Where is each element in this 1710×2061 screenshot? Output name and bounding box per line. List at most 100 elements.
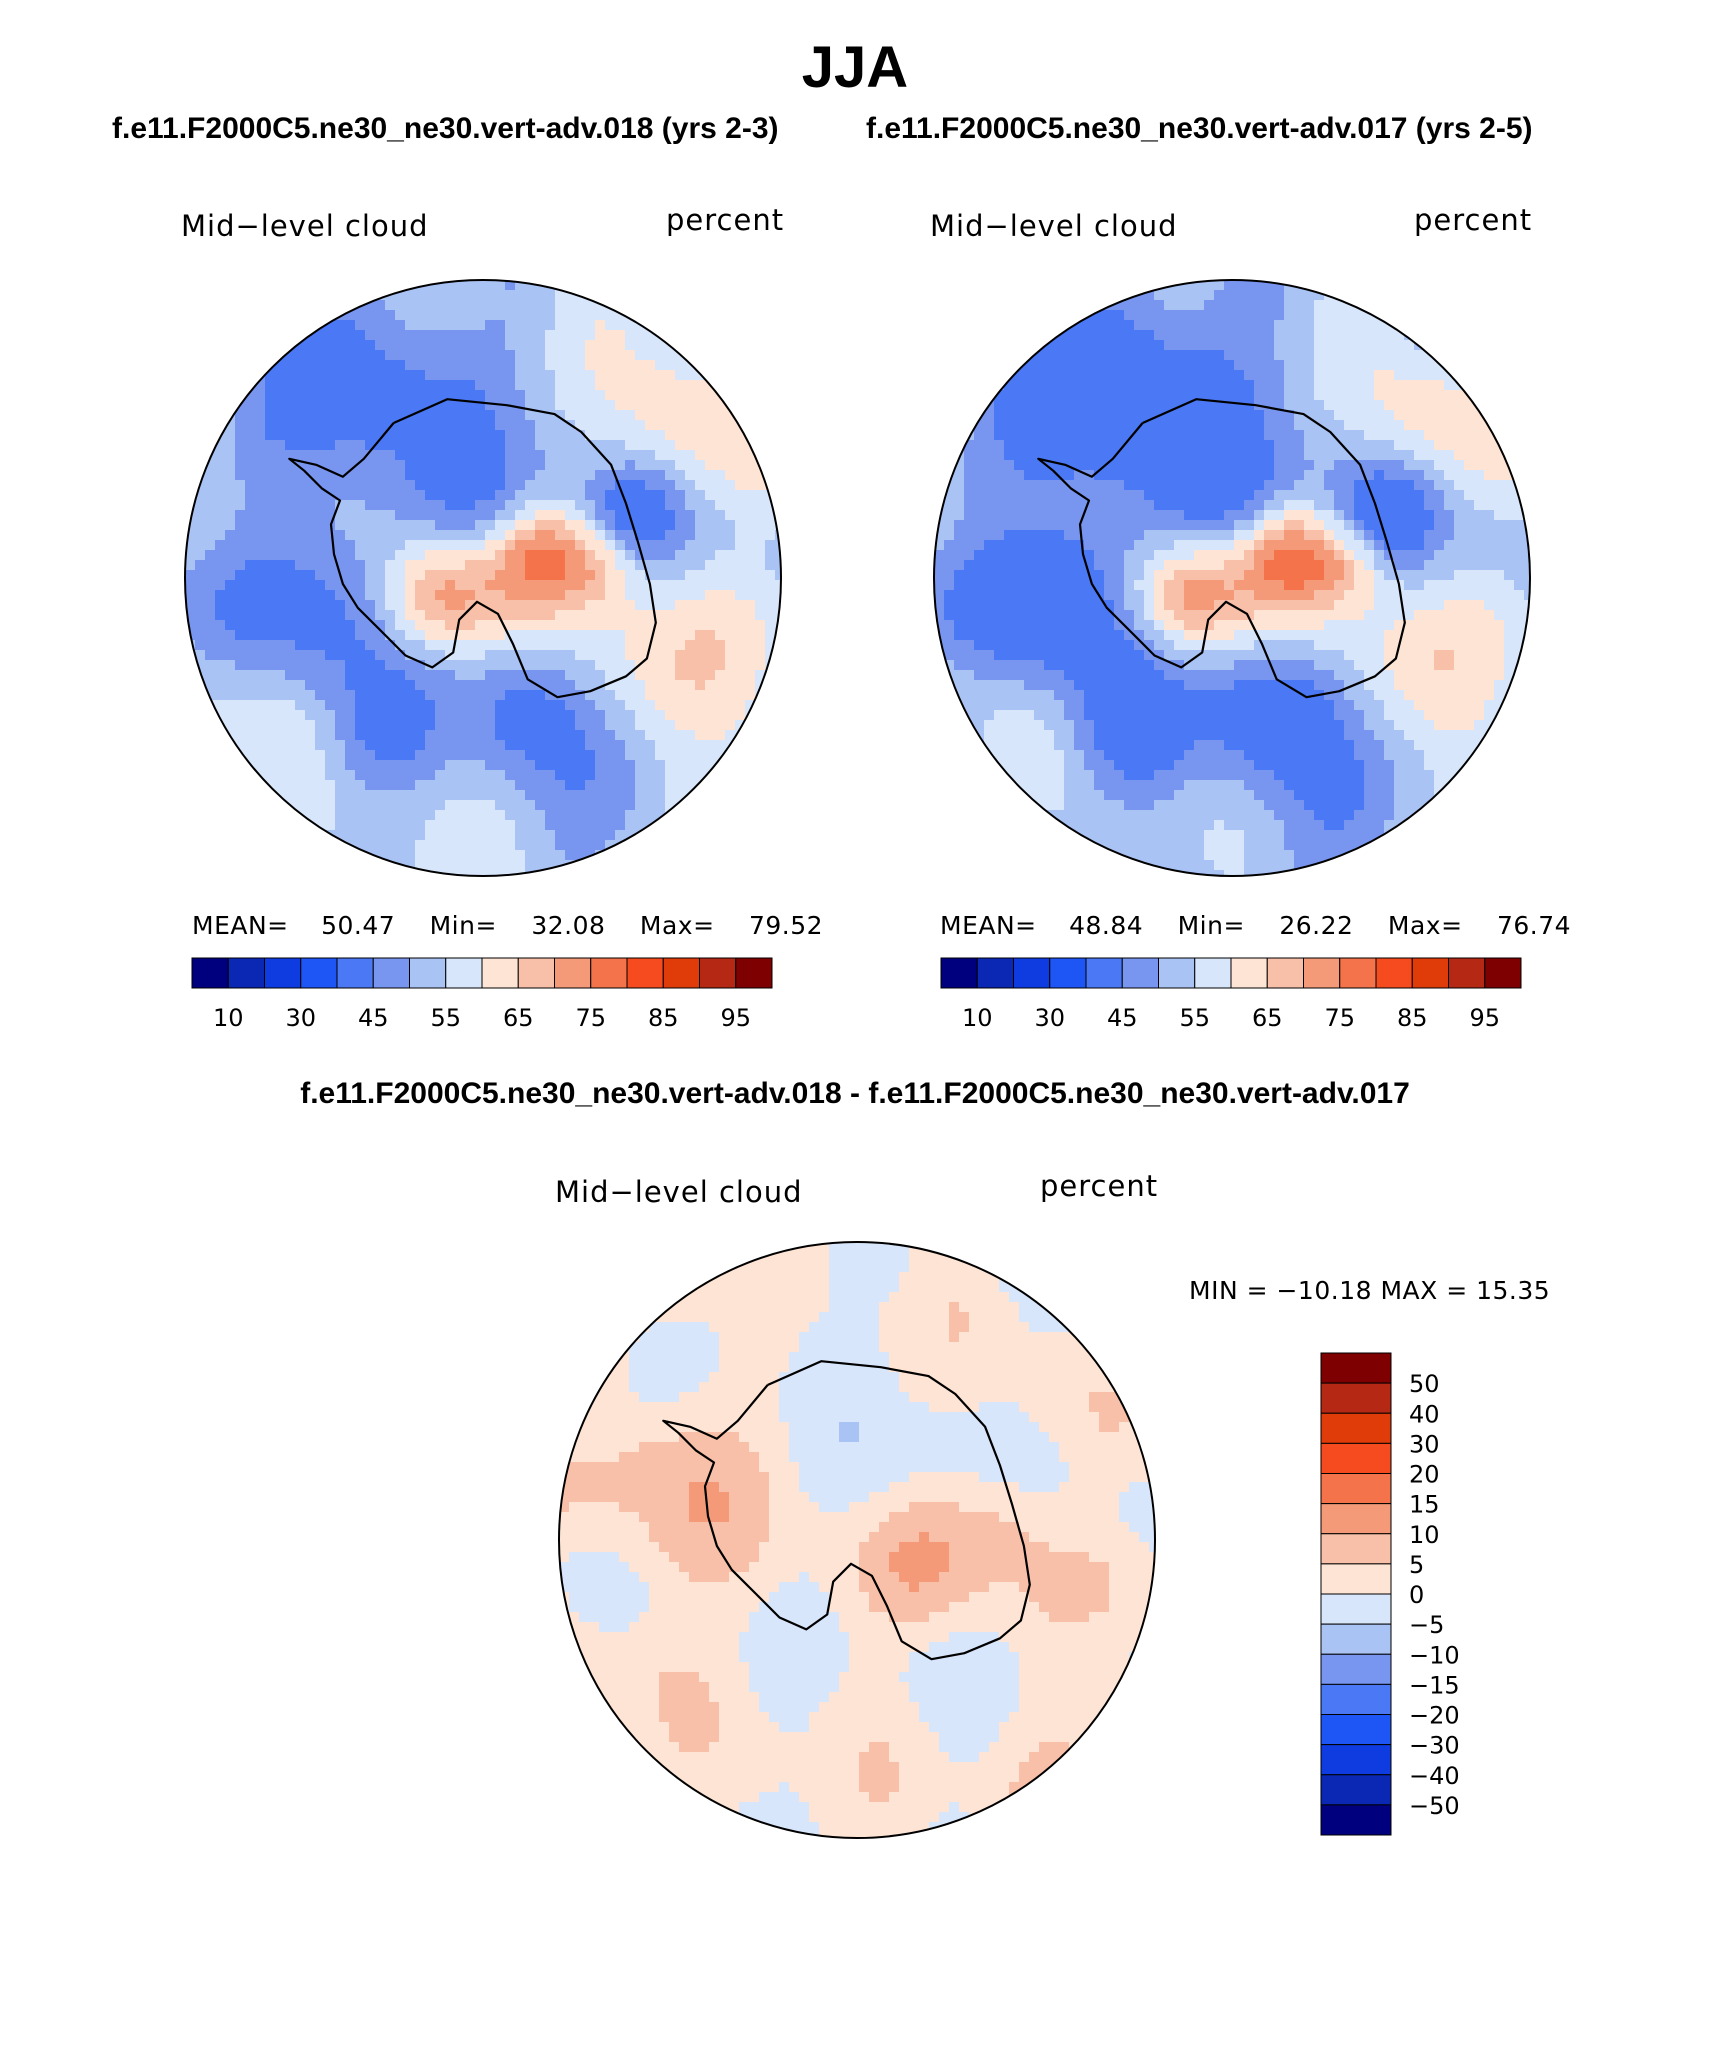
field-cell xyxy=(505,290,516,301)
field-cell xyxy=(345,830,356,841)
field-cell xyxy=(1124,390,1135,401)
field-cell xyxy=(1294,510,1305,521)
field-cell xyxy=(395,460,406,471)
field-cell xyxy=(185,660,196,671)
field-cell xyxy=(455,760,466,771)
field-cell xyxy=(1094,530,1105,541)
field-cell xyxy=(245,380,256,391)
field-cell xyxy=(1084,590,1095,601)
field-cell xyxy=(295,350,306,361)
field-cell xyxy=(1094,440,1105,451)
field-cell xyxy=(1324,660,1335,671)
field-cell xyxy=(1244,510,1255,521)
field-cell xyxy=(495,550,506,561)
field-cell xyxy=(435,630,446,641)
field-cell xyxy=(1454,390,1465,401)
field-cell xyxy=(565,340,576,351)
field-cell xyxy=(1464,620,1475,631)
field-cell xyxy=(325,460,336,471)
field-cell xyxy=(1184,420,1195,431)
field-cell xyxy=(1514,510,1525,521)
field-cell xyxy=(615,470,626,481)
field-cell xyxy=(1334,350,1345,361)
field-cell xyxy=(1324,310,1335,321)
field-cell xyxy=(715,470,726,481)
field-cell xyxy=(405,690,416,701)
field-cell xyxy=(655,690,666,701)
field-cell xyxy=(325,780,336,791)
field-cell xyxy=(1214,290,1225,301)
field-cell xyxy=(245,660,256,671)
field-cell xyxy=(385,430,396,441)
field-cell xyxy=(1364,380,1375,391)
field-cell xyxy=(665,540,676,551)
field-cell xyxy=(1124,460,1135,471)
field-cell xyxy=(575,830,586,841)
field-cell xyxy=(1144,550,1155,561)
field-cell xyxy=(1004,590,1015,601)
field-cell xyxy=(665,690,676,701)
field-cell xyxy=(535,380,546,391)
field-cell xyxy=(1024,500,1035,511)
field-cell xyxy=(1034,500,1045,511)
field-cell xyxy=(954,570,965,581)
field-cell xyxy=(435,290,446,301)
field-cell xyxy=(605,620,616,631)
field-cell xyxy=(265,540,276,551)
field-cell xyxy=(1084,380,1095,391)
field-cell xyxy=(1364,520,1375,531)
field-cell xyxy=(475,520,486,531)
field-cell xyxy=(974,540,985,551)
field-cell xyxy=(425,590,436,601)
field-cell xyxy=(345,680,356,691)
field-cell xyxy=(385,580,396,591)
field-cell xyxy=(1264,620,1275,631)
field-cell xyxy=(705,510,716,521)
field-cell xyxy=(355,530,366,541)
field-cell xyxy=(1234,500,1245,511)
field-cell xyxy=(505,780,516,791)
field-cell xyxy=(335,620,346,631)
field-cell xyxy=(405,350,416,361)
field-cell xyxy=(1054,570,1065,581)
field-cell xyxy=(265,510,276,521)
field-cell xyxy=(465,690,476,701)
field-cell xyxy=(1204,590,1215,601)
field-cell xyxy=(695,530,706,541)
field-cell xyxy=(515,450,526,461)
field-cell xyxy=(285,810,296,821)
field-cell xyxy=(345,380,356,391)
field-cell xyxy=(1414,650,1425,661)
field-cell xyxy=(525,780,536,791)
field-cell xyxy=(1244,300,1255,311)
field-cell xyxy=(1194,520,1205,531)
field-cell xyxy=(1464,500,1475,511)
field-cell xyxy=(1344,320,1355,331)
field-cell xyxy=(705,420,716,431)
field-cell xyxy=(555,300,566,311)
field-cell xyxy=(1214,630,1225,641)
field-cell xyxy=(1414,330,1425,341)
field-cell xyxy=(984,620,995,631)
field-cell xyxy=(355,590,366,601)
field-cell xyxy=(635,770,646,781)
field-cell xyxy=(1244,590,1255,601)
field-cell xyxy=(1254,350,1265,361)
field-cell xyxy=(385,500,396,511)
field-cell xyxy=(1214,390,1225,401)
field-cell xyxy=(1264,590,1275,601)
field-cell xyxy=(1314,360,1325,371)
field-cell xyxy=(515,630,526,641)
field-cell xyxy=(735,670,746,681)
field-cell xyxy=(1514,570,1525,581)
field-cell xyxy=(455,600,466,611)
field-cell xyxy=(335,480,346,491)
field-cell xyxy=(1484,500,1495,511)
field-cell xyxy=(625,710,636,721)
field-cell xyxy=(1224,630,1235,641)
field-cell xyxy=(1244,360,1255,371)
field-cell xyxy=(1194,430,1205,441)
field-cell xyxy=(615,320,626,331)
field-cell xyxy=(505,310,516,321)
field-cell xyxy=(1314,400,1325,411)
